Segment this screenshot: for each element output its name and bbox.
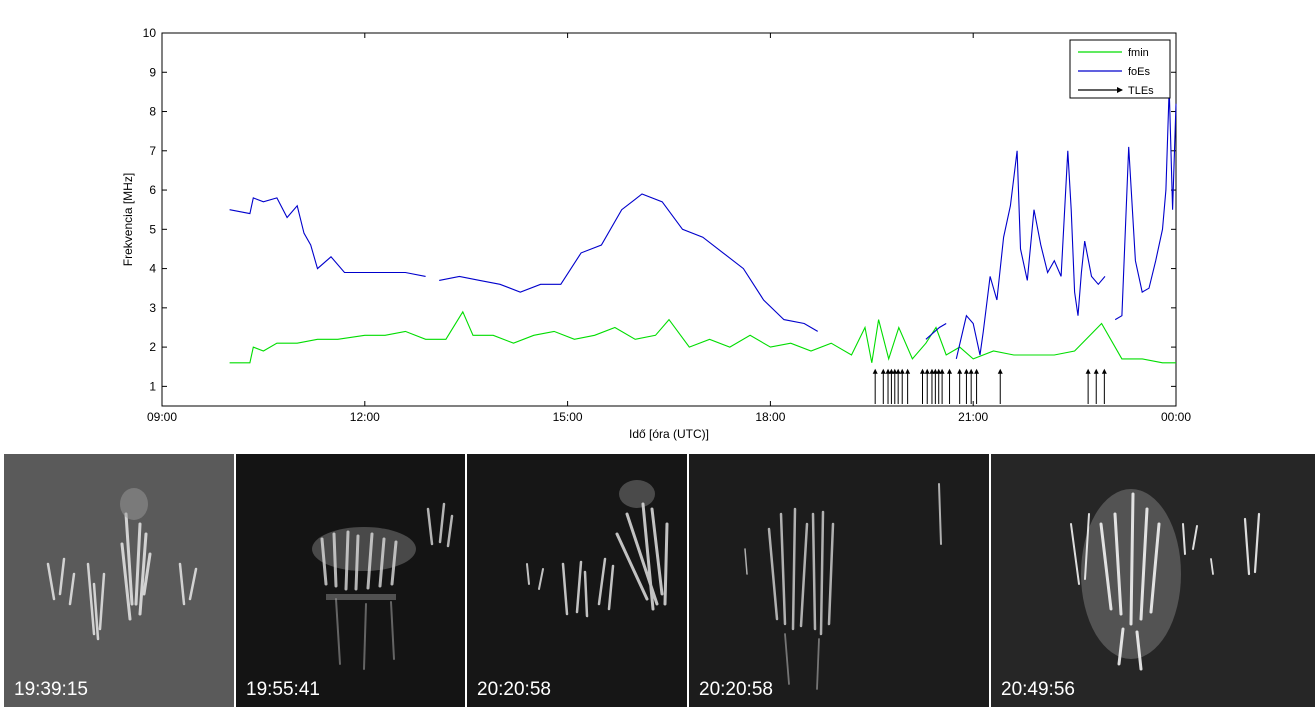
- x-tick-label: 09:00: [147, 410, 177, 424]
- y-tick-labels: 1 2 3 4 5 6 7 8 9 10: [143, 26, 157, 393]
- series-line-foes-segment: [925, 323, 947, 340]
- x-tick-labels: 09:00 12:00 15:00 18:00 21:00 00:00: [147, 410, 1191, 424]
- x-tick-label: 12:00: [350, 410, 380, 424]
- tle-photo-2: 19:55:41: [236, 454, 465, 707]
- chart-svg: 1 2 3 4 5 6 7 8 9 10 09:00 12:00 15:00 18:00 21:00 00:…: [121, 26, 1191, 441]
- tle-arrow-head: [885, 368, 891, 374]
- tle-photo-4: 20:20:58: [689, 454, 989, 707]
- chart-legend: fmin foEs TLEs: [1069, 39, 1171, 99]
- sprite-image-3: [526, 480, 669, 618]
- tle-arrow-head: [974, 368, 980, 374]
- tle-arrow-head: [939, 368, 945, 374]
- y-axis-title: Frekvencia [MHz]: [121, 173, 135, 266]
- x-tick-label: 18:00: [755, 410, 785, 424]
- tle-arrow-head: [872, 368, 878, 374]
- legend-box: [1069, 39, 1171, 99]
- series-line-foes-segment: [229, 197, 426, 277]
- sprite-image-1: [46, 488, 198, 641]
- y-tick-label: 5: [149, 222, 156, 236]
- series-line-foes-segment: [955, 150, 1106, 360]
- axis-ticks: [161, 32, 1177, 406]
- tle-arrow-head: [968, 368, 974, 374]
- x-axis-title: Idő [óra (UTC)]: [629, 427, 709, 441]
- tle-arrow-head: [932, 368, 938, 374]
- y-tick-label: 10: [143, 26, 157, 40]
- tle-arrow-head: [963, 368, 969, 374]
- tle-arrow-head: [1085, 368, 1091, 374]
- x-tick-label: 00:00: [1161, 410, 1191, 424]
- tle-arrow-markers: [872, 368, 1107, 404]
- plot-area: [161, 32, 1177, 407]
- y-tick-label: 4: [149, 262, 156, 276]
- legend-arrow-icon: [1117, 87, 1123, 93]
- y-tick-label: 9: [149, 65, 156, 79]
- legend-label-fmin: fmin: [1128, 47, 1149, 59]
- tle-photo-3: 20:20:58: [467, 454, 687, 707]
- photo-timestamp: 19:55:41: [246, 679, 320, 700]
- tle-arrow-head: [929, 368, 935, 374]
- sprite-image-2: [312, 502, 454, 670]
- x-tick-label: 15:00: [553, 410, 583, 424]
- frequency-chart: 1 2 3 4 5 6 7 8 9 10 09:00 12:00 15:00 18:00 21:00 00:…: [121, 26, 1191, 441]
- tle-arrow-head: [892, 368, 898, 374]
- tle-arrow-head: [880, 368, 886, 374]
- tle-photo-strip: 19:39:15 19:55:41 20:20:58: [0, 454, 1315, 715]
- legend-label-tles: TLEs: [1128, 85, 1154, 97]
- series-line-foes-segment: [439, 193, 818, 332]
- tle-photo-5: 20:49:56: [991, 454, 1315, 707]
- photo-timestamp: 19:39:15: [14, 679, 88, 700]
- tle-arrow-head: [920, 368, 925, 374]
- y-tick-label: 2: [149, 340, 156, 354]
- series-line-foes-segment: [1114, 87, 1177, 321]
- tle-arrow-head: [1101, 368, 1107, 374]
- tle-photo-1: 19:39:15: [4, 454, 234, 707]
- tle-arrow-head: [957, 368, 963, 374]
- y-tick-label: 7: [149, 144, 156, 158]
- photo-timestamp: 20:49:56: [1001, 679, 1075, 700]
- y-tick-label: 3: [149, 301, 156, 315]
- tle-arrow-head: [1093, 368, 1099, 374]
- series-lines: [229, 87, 1177, 364]
- tle-arrow-head: [899, 368, 905, 374]
- tle-arrow-head: [936, 368, 942, 374]
- series-line-fmin: [229, 310, 1176, 364]
- x-tick-label: 21:00: [958, 410, 988, 424]
- legend-label-foes: foEs: [1128, 66, 1151, 78]
- tle-arrow-head: [947, 368, 953, 374]
- y-tick-label: 1: [149, 379, 156, 393]
- tle-arrow-head: [895, 368, 901, 374]
- tle-arrow-head: [888, 368, 894, 374]
- y-tick-label: 8: [149, 105, 156, 119]
- photo-timestamp: 20:20:58: [477, 679, 551, 700]
- tle-arrow-head: [997, 368, 1003, 374]
- sprite-image-5: [1070, 489, 1261, 671]
- tle-arrow-head: [905, 368, 911, 374]
- tle-arrow-head: [924, 368, 930, 374]
- y-tick-label: 6: [149, 183, 156, 197]
- photo-timestamp: 20:20:58: [699, 679, 773, 700]
- sprite-image-4: [744, 483, 942, 690]
